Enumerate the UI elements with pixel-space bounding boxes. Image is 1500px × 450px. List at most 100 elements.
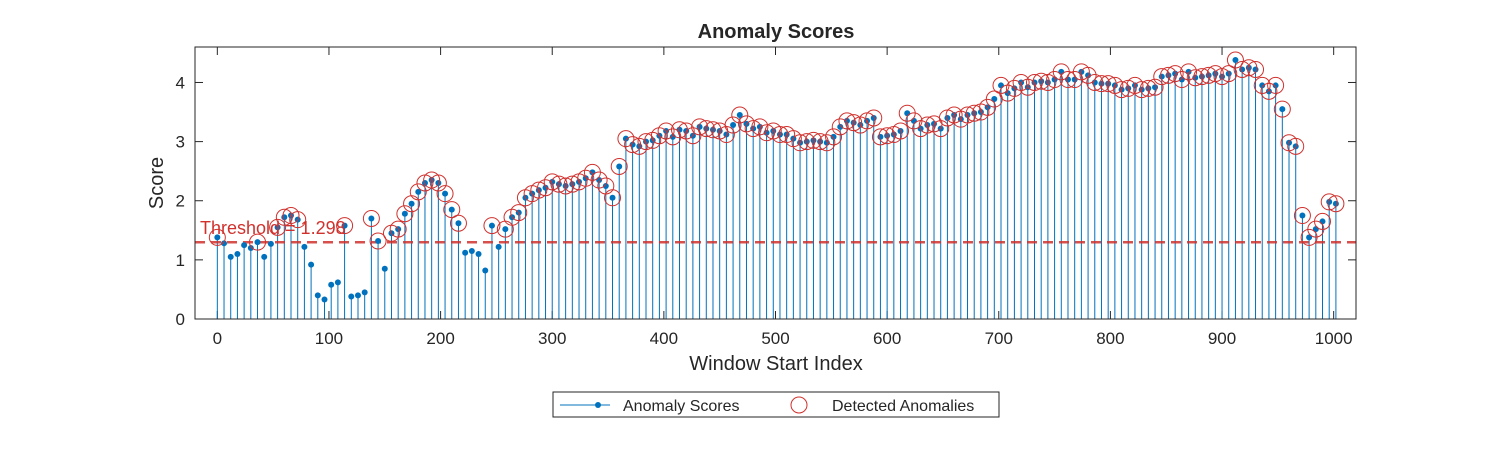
y-tick-label: 4 [176, 73, 185, 92]
anomaly-marker [624, 136, 642, 154]
score-point [1259, 82, 1266, 89]
anomaly-marker [1079, 66, 1097, 84]
x-tick-label: 800 [1096, 329, 1124, 348]
score-point [274, 224, 281, 231]
anomaly-marker [724, 116, 742, 134]
anomaly-marker [731, 106, 749, 124]
stem-series [216, 60, 1337, 319]
anomaly-marker [1293, 207, 1311, 225]
anomaly-marker [1032, 72, 1050, 90]
legend-label-anomalies: Detected Anomalies [832, 398, 974, 415]
score-point [455, 220, 462, 227]
x-tick-label: 700 [985, 329, 1013, 348]
score-point [468, 248, 475, 254]
score-point [1071, 76, 1078, 83]
legend-anomaly-marker [790, 396, 808, 414]
anomaly-marker [336, 217, 354, 235]
score-point [616, 163, 623, 170]
anomaly-marker [249, 233, 267, 251]
score-point [247, 245, 254, 252]
score-point [267, 240, 274, 247]
anomaly-marker [717, 126, 735, 144]
anomaly-marker [697, 120, 715, 138]
anomaly-marker [972, 103, 990, 121]
anomaly-marker [604, 189, 622, 207]
anomaly-marker [791, 134, 809, 152]
anomaly-marker [1240, 59, 1258, 77]
anomaly-marker [932, 120, 950, 138]
anomaly-marker [1086, 73, 1104, 91]
score-point [495, 243, 502, 250]
score-point [381, 265, 388, 272]
anomaly-marker [804, 131, 822, 149]
score-point [214, 234, 221, 241]
score-point [1152, 84, 1159, 91]
anomaly-marker [1200, 66, 1218, 84]
score-point [408, 200, 415, 207]
legend-stem-marker [595, 402, 601, 408]
y-tick-label: 1 [176, 251, 185, 270]
anomaly-marker [429, 174, 447, 192]
anomaly-marker [878, 127, 896, 145]
anomaly-marker [1314, 212, 1332, 230]
score-point [910, 117, 917, 124]
legend-box [552, 391, 1000, 418]
anomaly-marker [537, 179, 555, 197]
score-point [803, 138, 810, 145]
anomaly-marker [550, 175, 568, 193]
anomaly-marker [1159, 66, 1177, 84]
score-point [1158, 73, 1165, 80]
anomaly-marker [1133, 81, 1151, 99]
score-point [602, 182, 609, 189]
anomaly-marker [1092, 75, 1110, 93]
score-point [1058, 68, 1065, 75]
anomaly-marker [704, 121, 722, 139]
anomaly-marker [918, 116, 936, 134]
score-point [475, 250, 482, 257]
anomaly-marker [811, 133, 829, 151]
anomaly-marker [650, 127, 668, 145]
score-point [736, 112, 743, 118]
anomaly-marker [865, 109, 883, 127]
x-tick-label: 900 [1208, 329, 1236, 348]
score-point [314, 292, 321, 299]
anomaly-marker [436, 185, 454, 203]
anomaly-marker [1253, 76, 1271, 94]
x-tick-label: 200 [426, 329, 454, 348]
anomaly-marker [1146, 78, 1164, 96]
anomaly-marker [892, 122, 910, 140]
anomaly-marker [758, 124, 776, 142]
score-point [415, 188, 422, 195]
anomaly-marker [825, 128, 843, 146]
anomaly-circles [208, 51, 1345, 251]
score-point [1198, 73, 1205, 80]
anomaly-marker [798, 133, 816, 151]
anomaly-marker [1139, 79, 1157, 97]
anomaly-marker [1267, 76, 1285, 94]
score-point [301, 243, 308, 250]
axis-ticks [195, 47, 1356, 320]
score-point [227, 253, 234, 260]
score-point [1098, 80, 1105, 87]
legend-label-scores: Anomaly Scores [623, 398, 740, 415]
anomaly-marker [1327, 195, 1345, 213]
tick-labels: 0 100 200 300 400 500 600 700 800 900 1000 0 1 2 3 4 [176, 73, 1353, 348]
anomaly-marker [610, 157, 628, 175]
x-tick-label: 1000 [1315, 329, 1353, 348]
score-point [1319, 218, 1326, 225]
x-tick-label: 600 [873, 329, 901, 348]
anomaly-marker [1025, 73, 1043, 91]
anomaly-marker [657, 122, 675, 140]
score-point [442, 190, 449, 197]
anomaly-marker [677, 122, 695, 140]
score-point [1145, 85, 1152, 92]
anomaly-marker [845, 114, 863, 132]
anomaly-marker [617, 130, 635, 148]
anomaly-marker [684, 127, 702, 145]
score-point [622, 135, 629, 142]
anomaly-marker [1320, 193, 1338, 211]
anomaly-marker [871, 128, 889, 146]
anomaly-marker [543, 173, 561, 191]
score-point [234, 250, 241, 257]
anomaly-marker [751, 118, 769, 136]
